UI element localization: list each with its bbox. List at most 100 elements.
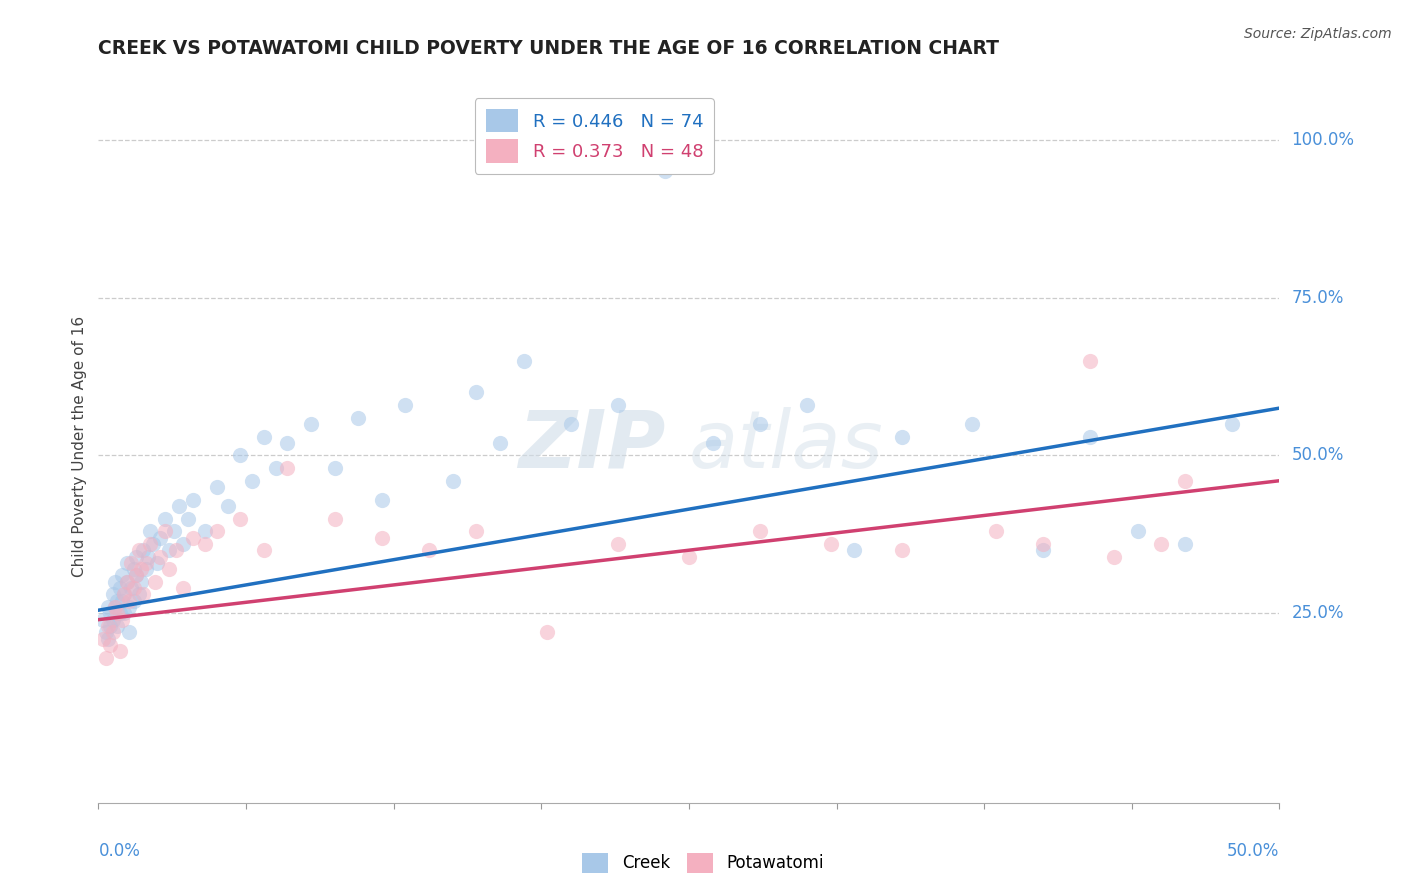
Point xyxy=(101,587,124,601)
Point xyxy=(149,549,172,564)
Point xyxy=(1032,537,1054,551)
Point xyxy=(536,625,558,640)
Point xyxy=(91,613,114,627)
Point xyxy=(121,556,143,570)
Point xyxy=(194,537,217,551)
Point xyxy=(181,492,204,507)
Point xyxy=(98,619,121,633)
Point xyxy=(104,600,127,615)
Text: 25.0%: 25.0% xyxy=(1291,605,1344,623)
Point xyxy=(125,568,148,582)
Point xyxy=(108,644,131,658)
Text: 100.0%: 100.0% xyxy=(1291,131,1354,149)
Point xyxy=(702,435,724,450)
Point xyxy=(371,492,394,507)
Point xyxy=(1080,429,1102,443)
Point xyxy=(205,480,228,494)
Point xyxy=(115,574,138,589)
Point xyxy=(157,562,180,576)
Text: 50.0%: 50.0% xyxy=(1291,447,1344,465)
Point xyxy=(146,556,169,570)
Legend: Creek, Potawatomi: Creek, Potawatomi xyxy=(575,847,831,880)
Point xyxy=(984,524,1007,539)
Point xyxy=(129,574,152,589)
Point xyxy=(157,543,180,558)
Point xyxy=(118,593,141,607)
Point xyxy=(607,537,630,551)
Point xyxy=(748,524,770,539)
Point xyxy=(205,524,228,539)
Point xyxy=(139,537,162,551)
Text: CREEK VS POTAWATOMI CHILD POVERTY UNDER THE AGE OF 16 CORRELATION CHART: CREEK VS POTAWATOMI CHILD POVERTY UNDER … xyxy=(98,39,1000,58)
Text: 50.0%: 50.0% xyxy=(1227,842,1279,860)
Point xyxy=(264,461,287,475)
Point xyxy=(165,543,187,558)
Point xyxy=(115,556,138,570)
Point xyxy=(112,587,135,601)
Point xyxy=(129,562,152,576)
Point xyxy=(172,581,194,595)
Point xyxy=(105,607,128,621)
Text: 0.0%: 0.0% xyxy=(98,842,141,860)
Point xyxy=(1150,537,1173,551)
Point xyxy=(512,353,534,368)
Point xyxy=(135,556,157,570)
Point xyxy=(1220,417,1243,431)
Point xyxy=(153,511,176,525)
Point xyxy=(97,632,120,646)
Text: ZIP: ZIP xyxy=(517,407,665,485)
Point xyxy=(1126,524,1149,539)
Point xyxy=(142,537,165,551)
Point xyxy=(135,562,157,576)
Point xyxy=(94,625,117,640)
Point xyxy=(323,461,346,475)
Point xyxy=(299,417,322,431)
Point xyxy=(98,638,121,652)
Point xyxy=(128,543,150,558)
Point xyxy=(132,587,155,601)
Point xyxy=(607,398,630,412)
Text: Source: ZipAtlas.com: Source: ZipAtlas.com xyxy=(1244,27,1392,41)
Point xyxy=(560,417,582,431)
Point xyxy=(122,562,145,576)
Point xyxy=(229,511,252,525)
Point xyxy=(240,474,263,488)
Point xyxy=(97,619,120,633)
Point xyxy=(136,549,159,564)
Point xyxy=(139,524,162,539)
Point xyxy=(94,650,117,665)
Point xyxy=(796,398,818,412)
Point xyxy=(465,385,488,400)
Point xyxy=(418,543,440,558)
Point xyxy=(489,435,512,450)
Point xyxy=(890,543,912,558)
Point xyxy=(111,568,134,582)
Point xyxy=(101,613,124,627)
Point xyxy=(128,587,150,601)
Point xyxy=(98,607,121,621)
Point xyxy=(118,600,141,615)
Point xyxy=(371,531,394,545)
Point xyxy=(890,429,912,443)
Point xyxy=(112,587,135,601)
Point xyxy=(111,613,134,627)
Point xyxy=(1174,537,1197,551)
Point xyxy=(177,511,200,525)
Point xyxy=(962,417,984,431)
Point xyxy=(105,593,128,607)
Point xyxy=(217,499,239,513)
Point xyxy=(104,600,127,615)
Point xyxy=(1032,543,1054,558)
Point xyxy=(163,524,186,539)
Point xyxy=(465,524,488,539)
Point xyxy=(678,549,700,564)
Point xyxy=(167,499,190,513)
Point xyxy=(181,531,204,545)
Point xyxy=(347,410,370,425)
Point xyxy=(101,625,124,640)
Point xyxy=(748,417,770,431)
Point xyxy=(820,537,842,551)
Text: 75.0%: 75.0% xyxy=(1291,289,1344,307)
Point xyxy=(91,632,114,646)
Point xyxy=(1102,549,1125,564)
